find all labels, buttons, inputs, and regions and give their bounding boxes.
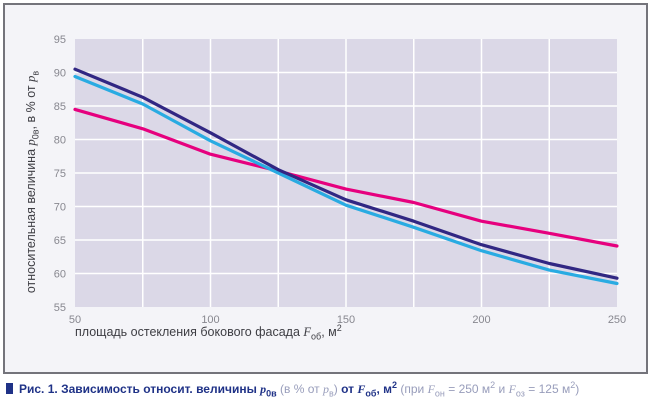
caption-title: Рис. 1. Зависимость относит. величины	[19, 382, 261, 396]
caption-var-fob: F	[357, 382, 366, 396]
caption-sub-v: в	[329, 388, 334, 399]
caption-var-foz: F	[508, 382, 516, 396]
y-tick-90: 90	[54, 68, 66, 80]
caption-sup-250: 2	[490, 380, 496, 390]
x-axis-label-sup: 2	[336, 322, 342, 333]
chart-canvas: 55 60 65 70 75 80 85 90 95 50 100 150 200 250	[54, 34, 626, 326]
caption-ot: от	[341, 382, 358, 396]
caption-sub-on: он	[434, 388, 445, 399]
y-tick-55: 55	[54, 302, 66, 314]
y-tick-95: 95	[54, 34, 66, 46]
x-axis-var-sub: об	[311, 331, 322, 342]
y-axis-label: относительная величина p0в, в % от pв	[24, 41, 41, 323]
caption-paren-1-end: )	[333, 382, 342, 396]
x-tick-250: 250	[608, 314, 626, 326]
caption-var-fon: F	[427, 382, 435, 396]
caption-val-250: = 250 м	[444, 382, 491, 396]
y-axis-label-text: относительная величина	[24, 145, 38, 294]
caption-paren-2: (при	[397, 382, 428, 396]
series-line-dark-blue	[73, 67, 619, 280]
caption-val-125: = 125 м	[524, 382, 571, 396]
y-tick-60: 60	[54, 269, 66, 281]
caption-sup-125: 2	[570, 380, 576, 390]
caption-sub-ob: об	[365, 388, 377, 399]
x-tick-150: 150	[337, 314, 355, 326]
figure-frame: 55 60 65 70 75 80 85 90 95 50 100 150 200 250 относит…	[3, 3, 648, 374]
y-tick-80: 80	[54, 135, 66, 147]
caption-m2: , м	[376, 382, 392, 396]
y-axis-var-sub: 0в	[30, 129, 41, 140]
x-axis-label-suffix: , м	[321, 325, 337, 339]
y-tick-70: 70	[54, 202, 66, 214]
caption-paren-1: (в % от	[276, 382, 323, 396]
caption-sub-0v: 0в	[266, 388, 277, 399]
caption-sup-2: 2	[392, 380, 398, 390]
y-tick-75: 75	[54, 168, 66, 180]
x-tick-100: 100	[201, 314, 219, 326]
y-axis-var-p2: p	[24, 75, 38, 82]
x-axis-var-f: F	[303, 325, 312, 339]
x-tick-200: 200	[472, 314, 490, 326]
y-tick-85: 85	[54, 101, 66, 113]
figure-caption: Рис. 1. Зависимость относит. величины p0…	[6, 380, 654, 399]
caption-bullet-icon	[6, 383, 13, 394]
y-axis-var-p: p	[24, 139, 38, 146]
caption-var-p0v: p	[260, 382, 267, 396]
caption-paren-2-end: )	[575, 382, 580, 396]
series-line-magenta	[73, 107, 619, 248]
caption-sub-oz: оз	[515, 388, 525, 399]
y-axis-var-sub2: в	[30, 70, 41, 76]
y-tick-65: 65	[54, 235, 66, 247]
x-axis-label-text: площадь остекления бокового фасада	[75, 325, 304, 339]
caption-and: и	[495, 382, 509, 396]
x-tick-50: 50	[69, 314, 81, 326]
caption-var-pv: p	[323, 382, 329, 396]
series-line-light-blue	[73, 74, 619, 286]
y-axis-label-mid: , в % от	[24, 81, 38, 130]
x-axis-label: площадь остекления бокового фасада Fоб, …	[75, 322, 342, 342]
